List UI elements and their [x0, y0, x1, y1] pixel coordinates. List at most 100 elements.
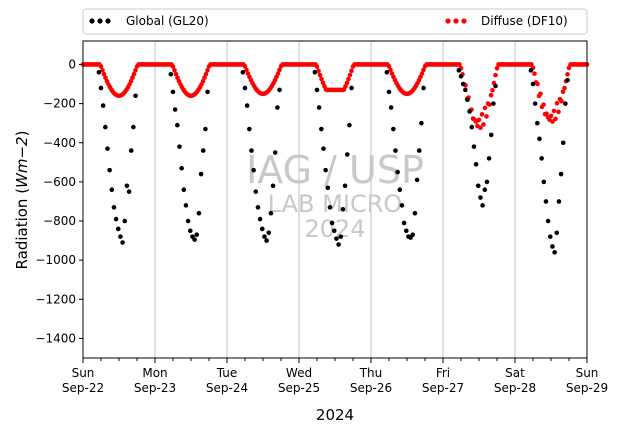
diffuse-point	[314, 64, 320, 69]
global-point	[244, 103, 250, 108]
global-point	[563, 101, 568, 106]
x-tick-label-day: Sun	[576, 366, 599, 380]
global-point	[262, 234, 267, 239]
global-point	[312, 70, 318, 75]
diffuse-point	[130, 75, 135, 81]
diffuse-point	[560, 89, 566, 95]
global-point	[170, 89, 176, 95]
diffuse-point	[245, 71, 251, 76]
global-point	[120, 240, 125, 245]
diffuse-point	[346, 76, 351, 82]
global-point	[488, 132, 494, 138]
global-point	[545, 218, 551, 224]
x-tick-label-date: Sep-24	[206, 381, 248, 395]
y-axis-label: Radiation (Wm−2)	[13, 131, 31, 270]
global-point	[399, 203, 405, 208]
global-point	[482, 187, 488, 193]
diffuse-point	[550, 119, 555, 124]
diffuse-point	[484, 114, 489, 119]
diffuse-point	[203, 71, 209, 77]
x-tick-label-date: Sep-23	[134, 381, 176, 395]
diffuse-point	[482, 105, 488, 111]
global-point	[172, 107, 178, 112]
diffuse-point	[170, 64, 176, 69]
diffuse-point	[173, 71, 179, 77]
global-point	[323, 167, 328, 173]
legend-label-diffuse: Diffuse (DF10)	[481, 14, 568, 28]
global-point	[547, 234, 553, 239]
global-point	[98, 85, 104, 91]
diffuse-point	[244, 67, 249, 73]
data-points	[80, 62, 590, 255]
global-point	[421, 85, 426, 91]
global-point	[412, 210, 418, 216]
global-point	[344, 152, 350, 157]
global-point	[133, 93, 138, 99]
global-point	[105, 146, 110, 151]
diffuse-point	[535, 81, 540, 87]
global-point	[340, 206, 346, 212]
legend-marker-diffuse	[445, 18, 467, 24]
diffuse-point	[101, 71, 107, 77]
diffuse-point	[532, 71, 537, 76]
global-point	[416, 148, 422, 153]
global-point	[321, 146, 326, 151]
global-point	[458, 73, 464, 79]
global-point	[491, 101, 496, 106]
diffuse-point	[565, 72, 570, 77]
watermark-line-2: LAB MICRO	[268, 190, 403, 218]
y-tick-label: −400	[43, 136, 76, 150]
global-point	[554, 230, 560, 236]
global-point	[177, 144, 182, 149]
diffuse-point	[538, 91, 543, 97]
global-point	[558, 171, 564, 177]
global-point	[463, 87, 468, 93]
global-point	[410, 232, 416, 238]
global-point	[386, 89, 392, 95]
grid-lines	[154, 41, 516, 358]
global-point	[183, 203, 189, 208]
diffuse-point	[275, 71, 281, 76]
diffuse-point	[200, 78, 206, 84]
global-point	[325, 185, 331, 191]
diffuse-point	[347, 72, 353, 78]
y-axis-label-suffix: )	[13, 131, 31, 137]
diffuse-point	[103, 75, 108, 81]
diffuse-point	[349, 68, 354, 74]
x-tick-label-day: Sun	[72, 366, 95, 380]
diffuse-point	[389, 71, 395, 76]
global-point	[334, 236, 339, 241]
global-point	[100, 103, 106, 108]
diffuse-point	[344, 80, 350, 86]
global-point	[200, 148, 206, 153]
global-point	[327, 205, 333, 210]
global-point	[349, 85, 354, 91]
global-point	[401, 220, 407, 226]
global-point	[240, 70, 246, 75]
diffuse-point	[386, 63, 392, 69]
global-point	[342, 183, 348, 189]
global-point	[484, 179, 490, 185]
global-point	[277, 87, 282, 93]
global-point	[203, 126, 208, 132]
x-tick-label-day: Tue	[216, 366, 238, 380]
global-point	[467, 109, 472, 114]
global-point	[194, 232, 200, 238]
global-point	[131, 124, 136, 130]
global-point	[539, 156, 544, 161]
diffuse-point	[316, 68, 321, 74]
global-point	[528, 68, 534, 73]
global-point	[543, 199, 549, 204]
diffuse-point	[494, 65, 500, 71]
x-tick-label-date: Sep-29	[566, 381, 608, 395]
y-axis: 0 −200 −400 −600 −800 −1000 −1200 −1400	[35, 57, 83, 345]
global-point	[275, 105, 280, 110]
y-axis-label-prefix: Radiation (	[13, 188, 31, 270]
diffuse-point	[487, 102, 492, 107]
diffuse-point	[548, 113, 554, 119]
global-point	[257, 216, 263, 222]
legend-box	[82, 8, 588, 35]
diffuse-point	[544, 111, 549, 117]
diffuse-point	[205, 67, 210, 73]
